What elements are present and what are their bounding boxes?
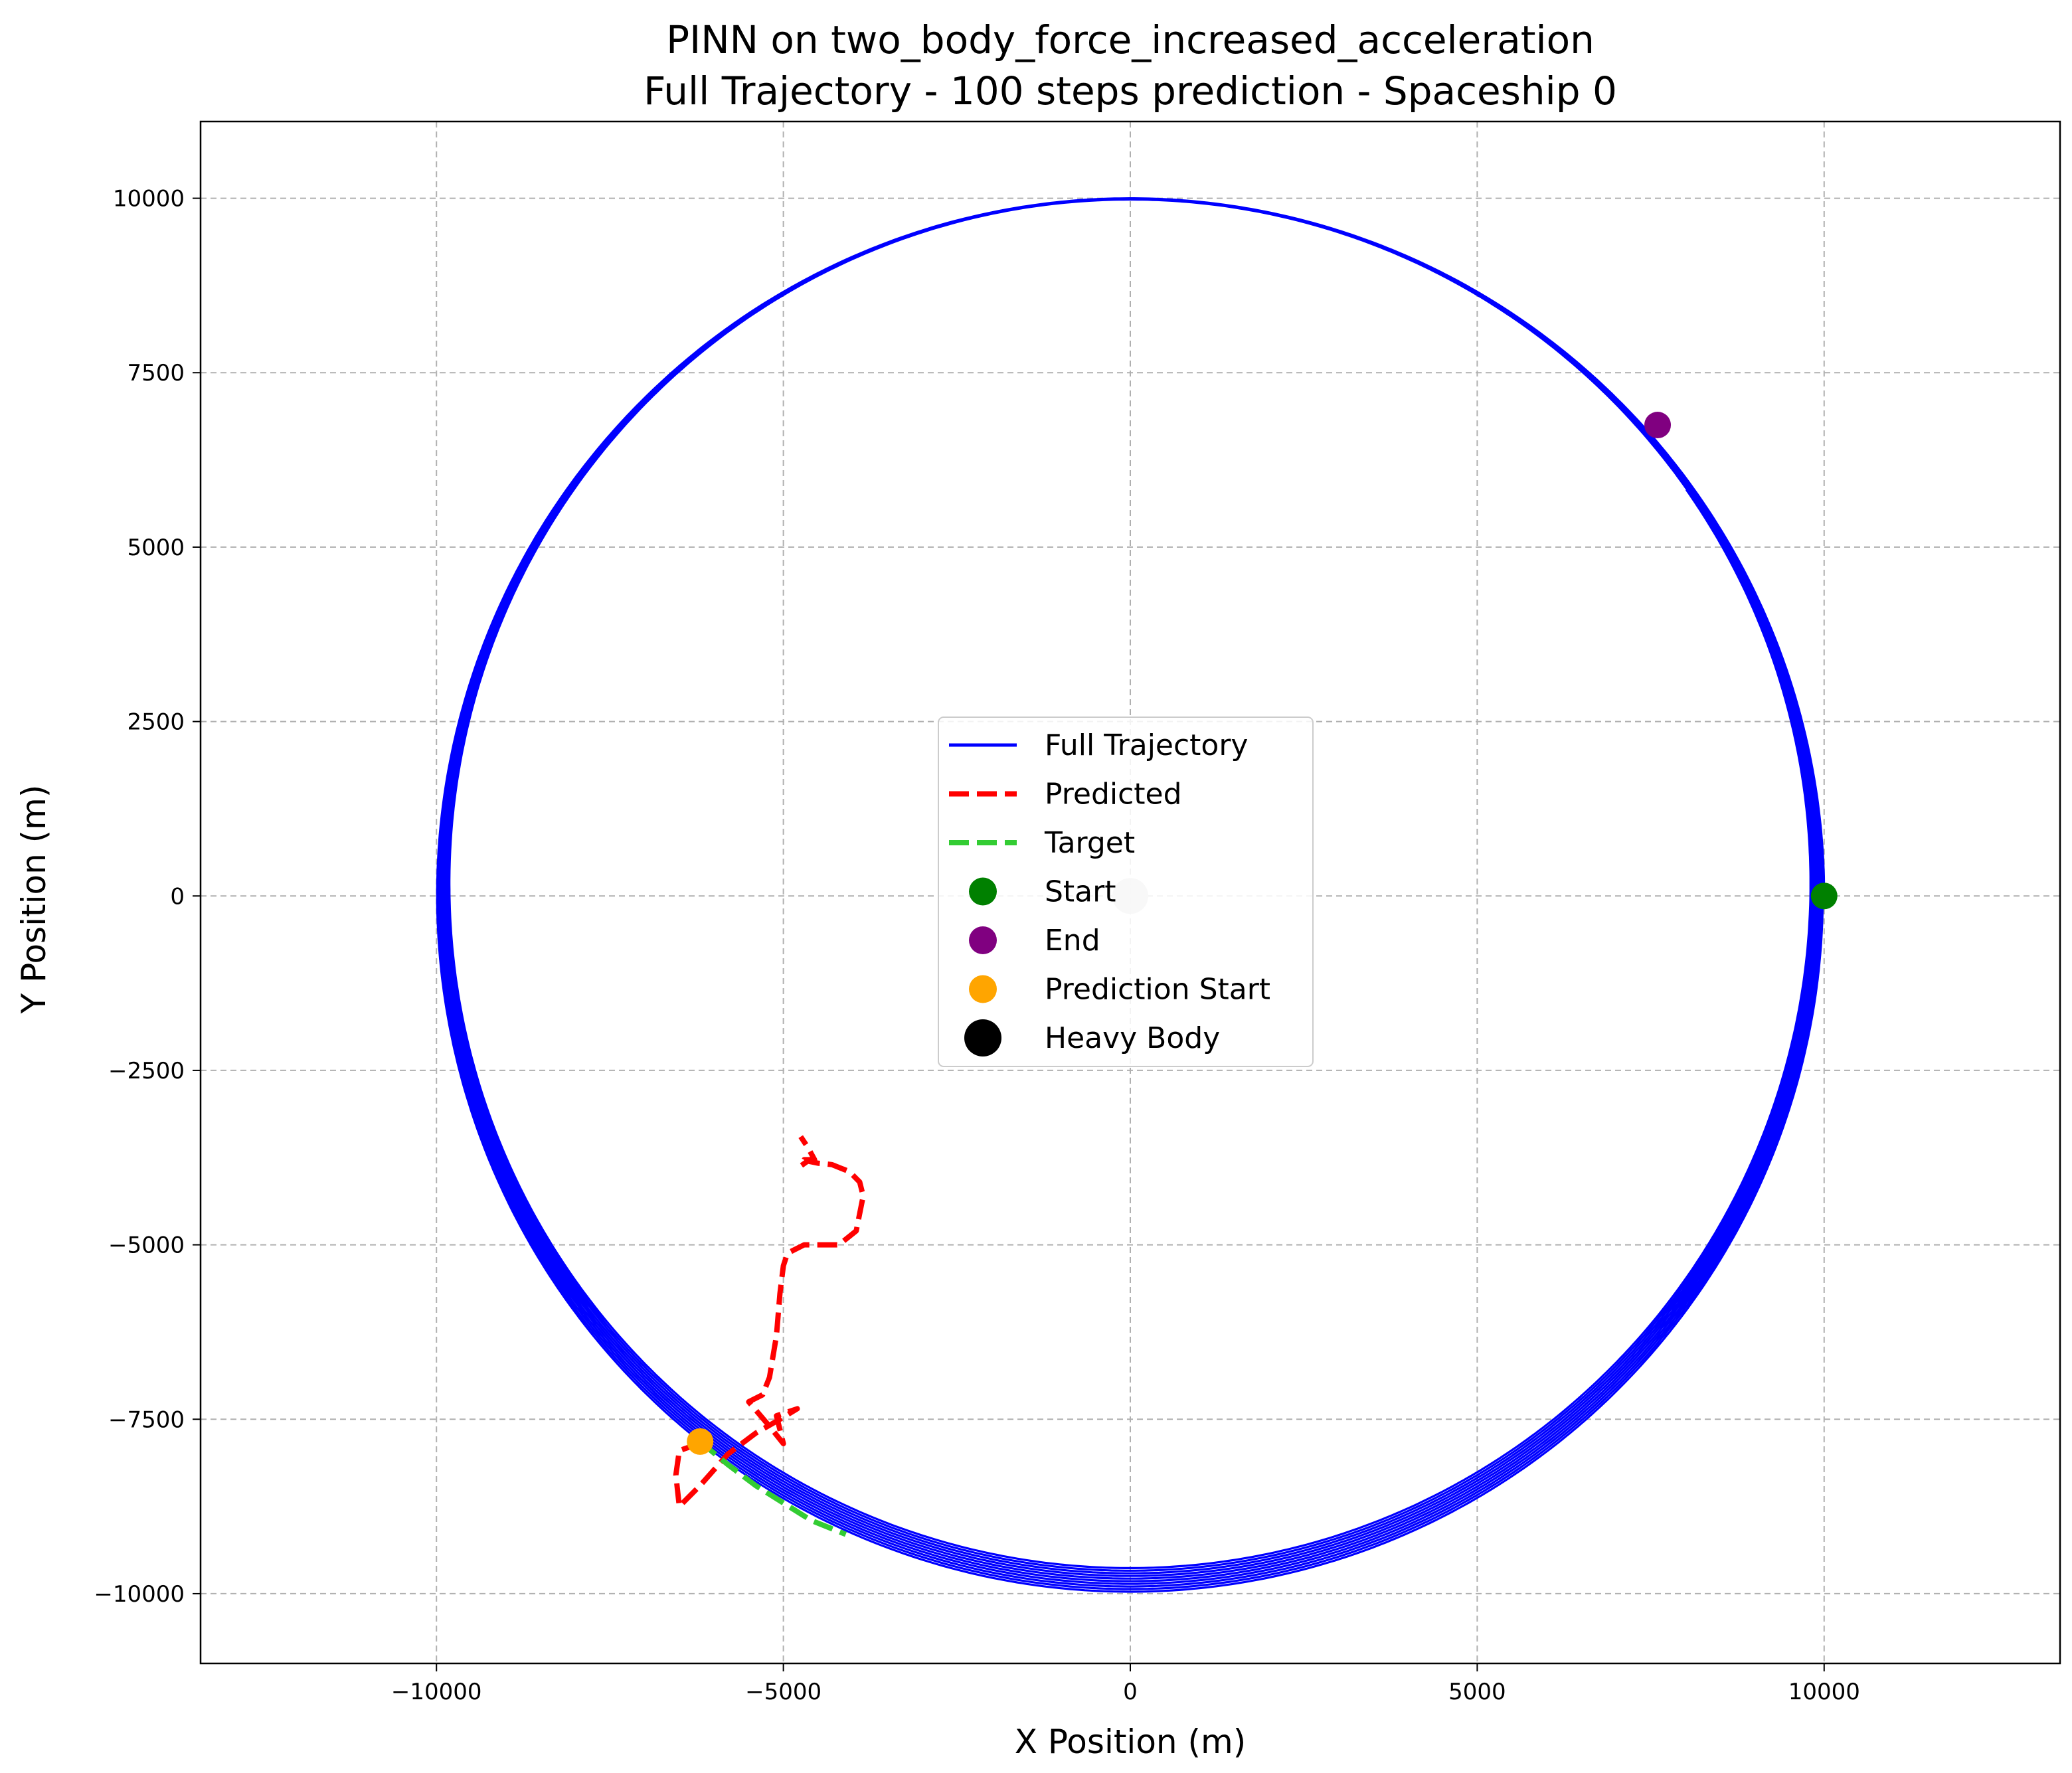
- x-tick-label: −5000: [745, 1679, 821, 1705]
- predicted-line: [673, 1135, 866, 1509]
- x-axis-label: X Position (m): [1015, 1723, 1246, 1761]
- plot-area: −10000 −5000 0 5000 10000 −10000 −7500 −5000 −25…: [94, 120, 2061, 1705]
- legend-label-prediction-start: Prediction Start: [1045, 973, 1270, 1007]
- y-tick-label: 10000: [113, 186, 185, 212]
- target-line: [698, 1439, 847, 1537]
- x-tick-label: 0: [1123, 1679, 1138, 1705]
- legend-box: [938, 717, 1314, 1067]
- legend-label-end: End: [1045, 924, 1100, 958]
- chart-title: PINN on two_body_force_increased_acceler…: [666, 17, 1595, 62]
- legend-label-predicted: Predicted: [1045, 778, 1182, 811]
- y-tick-label: 5000: [127, 535, 185, 561]
- y-tick-label: −2500: [108, 1058, 185, 1084]
- y-tick-label: 0: [170, 883, 185, 910]
- full-trajectory-line: [436, 197, 1826, 1593]
- chart-subtitle: Full Trajectory - 100 steps prediction -…: [644, 68, 1617, 114]
- y-tick-label: −10000: [94, 1581, 185, 1608]
- legend-label-start: Start: [1045, 875, 1116, 909]
- y-tick-label: −7500: [108, 1406, 185, 1433]
- legend-label-heavy-body: Heavy Body: [1045, 1021, 1220, 1055]
- y-tick-label: 2500: [127, 709, 185, 736]
- x-tick-label: 5000: [1448, 1679, 1506, 1705]
- x-tick-label: −10000: [391, 1679, 482, 1705]
- x-tick-label: 10000: [1788, 1679, 1860, 1705]
- legend-swatch-end: [969, 926, 997, 954]
- legend-label-full-trajectory: Full Trajectory: [1045, 728, 1248, 762]
- legend-swatch-prediction-start: [969, 975, 997, 1003]
- legend-label-target: Target: [1044, 826, 1135, 860]
- legend-swatch-heavy-body: [964, 1019, 1001, 1056]
- legend-swatch-start: [969, 877, 997, 906]
- y-tick-label: −5000: [108, 1232, 185, 1259]
- start-marker: [1810, 883, 1838, 910]
- end-marker: [1644, 412, 1672, 439]
- y-axis-label: Y Position (m): [15, 785, 53, 1015]
- prediction-start-marker: [687, 1428, 714, 1455]
- legend: Full Trajectory Predicted Target Start End Pr…: [938, 717, 1314, 1067]
- y-tick-label: 7500: [127, 360, 185, 386]
